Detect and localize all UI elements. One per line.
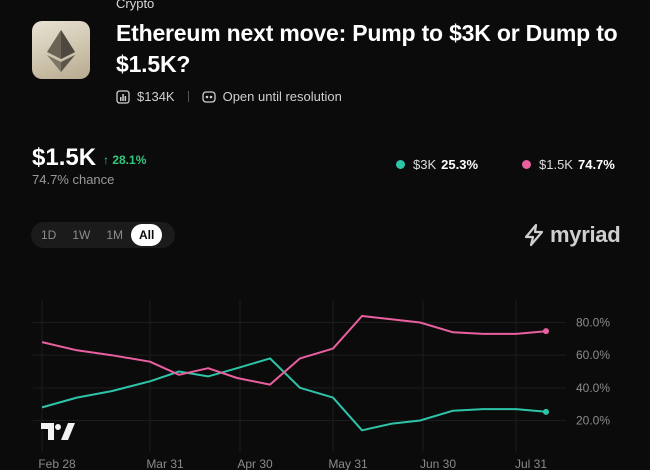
legend-label-1-5k: $1.5K: [539, 157, 573, 172]
range-1m-button[interactable]: 1M: [106, 228, 124, 242]
meta-divider: [187, 91, 189, 102]
chance-label: 74.7% chance: [32, 172, 115, 187]
resolution-status-icon: [201, 90, 216, 103]
ethereum-thumbnail: [32, 21, 90, 79]
market-category: Crypto: [116, 0, 155, 11]
ethereum-logo-icon: [47, 30, 75, 72]
legend-value-3k: 25.3%: [441, 157, 479, 172]
range-1w-button[interactable]: 1W: [72, 228, 91, 242]
market-meta: $134K Open until resolution: [116, 89, 342, 104]
probability-chart: 80.0% 60.0% 40.0% 20.0% Feb 28 Mar 31 Apr 30 Ma…: [33, 300, 610, 470]
y-tick-label-2: 40.0%: [576, 381, 610, 395]
legend-item-3k: $3K 25.3%: [396, 157, 478, 172]
series-end-point-1: [543, 328, 549, 335]
series-line-1: [41, 315, 547, 386]
x-tick-label-2: Apr 30: [237, 457, 273, 470]
time-range-selector: 1D 1W 1M All: [31, 222, 175, 248]
series-line-0: [41, 357, 547, 432]
current-price: $1.5K: [32, 144, 97, 171]
legend-label-3k: $3K: [413, 157, 437, 172]
y-tick-label-3: 20.0%: [576, 414, 610, 428]
x-tick-label-4: Jun 30: [420, 457, 456, 470]
market-volume: $134K: [137, 89, 175, 104]
volume-chart-icon: [116, 89, 130, 104]
x-tick-label-3: May 31: [328, 457, 368, 470]
market-title: Ethereum next move: Pump to $3K or Dump …: [116, 20, 618, 77]
series-end-point-0: [543, 408, 549, 415]
range-1d-button[interactable]: 1D: [41, 228, 57, 242]
x-tick-label-1: Mar 31: [146, 457, 184, 470]
legend-dot-1-5k: [522, 160, 531, 169]
range-all-button[interactable]: All: [131, 224, 163, 246]
brand-name: myriad: [550, 222, 621, 247]
myriad-brand[interactable]: myriad: [522, 222, 621, 248]
legend-dot-3k: [396, 160, 405, 169]
tradingview-logo-icon[interactable]: [40, 420, 76, 442]
myriad-logo-icon: [524, 223, 544, 247]
y-tick-label-1: 60.0%: [576, 348, 610, 362]
legend-value-1-5k: 74.7%: [577, 157, 615, 172]
market-status: Open until resolution: [222, 89, 342, 104]
x-tick-label-5: Jul 31: [515, 457, 547, 470]
legend-item-1-5k: $1.5K 74.7%: [522, 157, 615, 172]
y-tick-label-0: 80.0%: [576, 316, 610, 330]
price-change-badge: ↑ 28.1%: [103, 153, 147, 167]
x-tick-label-0: Feb 28: [38, 457, 76, 470]
